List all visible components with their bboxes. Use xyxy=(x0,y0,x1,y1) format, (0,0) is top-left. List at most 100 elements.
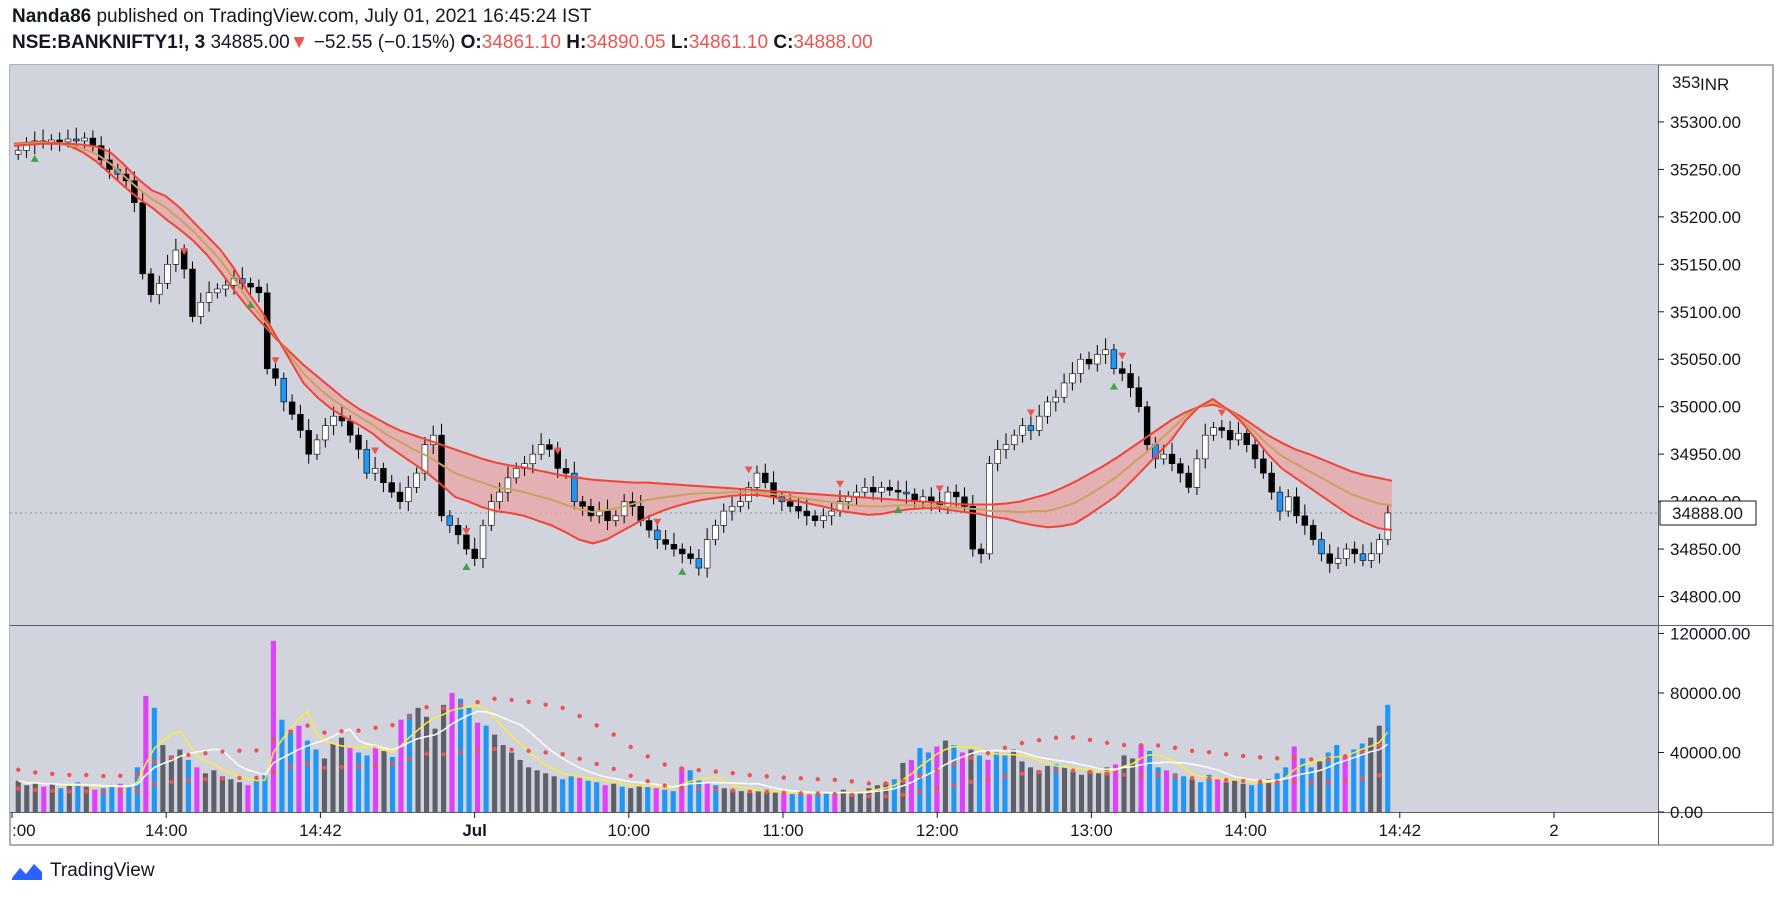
volume-upper-dot xyxy=(237,748,242,753)
volume-bar xyxy=(1291,746,1297,812)
last-price: 34885.00 xyxy=(210,32,290,53)
volume-bar xyxy=(415,707,421,812)
candle-body xyxy=(64,138,72,143)
candle-body xyxy=(1077,358,1084,374)
volume-lower-dot xyxy=(50,788,55,793)
candle-body xyxy=(878,487,885,493)
volume-lower-dot xyxy=(560,751,565,757)
volume-lower-dot xyxy=(866,793,872,799)
volume-upper-dot xyxy=(186,752,191,758)
volume-bar xyxy=(1223,782,1229,812)
volume-lower-dot xyxy=(696,786,701,791)
volume-lower-dot xyxy=(1002,774,1008,779)
candle-body xyxy=(894,489,902,493)
volume-axis-ticks[interactable]: 120000.00 80000.00 40000.00 0.00 xyxy=(1658,624,1750,822)
volume-lower-dot xyxy=(254,775,259,780)
candle-body xyxy=(496,491,503,502)
candle-body xyxy=(164,264,171,284)
volume-bar xyxy=(1385,704,1391,812)
candle-body xyxy=(463,534,470,550)
tradingview-footer[interactable]: TradingView xyxy=(10,860,155,882)
volume-lower-dot xyxy=(1019,771,1025,776)
volume-bar xyxy=(432,728,438,812)
volume-lower-dot xyxy=(934,786,940,792)
candle-body xyxy=(869,487,877,493)
candle-body xyxy=(562,468,570,474)
volume-lower-dot xyxy=(1257,779,1263,784)
candle-body xyxy=(346,420,354,436)
high-label: H: xyxy=(566,32,587,53)
volume-upper-dot xyxy=(152,759,157,764)
volume-bar xyxy=(466,707,472,812)
candle-body xyxy=(1260,458,1267,474)
volume-upper-dot xyxy=(1121,742,1127,748)
symbol-label: NSE:BANKNIFTY1!, 3 xyxy=(12,32,206,53)
volume-upper-dot xyxy=(951,761,957,766)
volume-bar xyxy=(1317,761,1323,812)
volume-bar xyxy=(534,770,540,812)
volume-lower-dot xyxy=(679,785,684,791)
volume-lower-dot xyxy=(1206,776,1212,781)
candle-body xyxy=(1243,432,1250,445)
price-axis-ticks[interactable]: 35300.00 35250.00 35200.00 35150.00 35100.00… xyxy=(1658,113,1741,607)
volume-lower-dot xyxy=(84,789,89,794)
volume-bar xyxy=(1078,774,1085,812)
volume-upper-dot xyxy=(764,774,769,779)
volume-bar xyxy=(908,759,914,812)
volume-bar xyxy=(815,791,821,812)
volume-bar xyxy=(1266,779,1272,812)
author-name[interactable]: Nanda86 xyxy=(12,6,92,27)
candle-body xyxy=(1143,406,1151,445)
candle-body xyxy=(396,491,404,502)
volume-upper-dot xyxy=(968,755,974,761)
volume-bar xyxy=(177,749,183,812)
candle-body xyxy=(313,439,321,455)
volume-bar xyxy=(475,722,481,812)
volume-lower-dot xyxy=(1070,768,1076,773)
candle-body xyxy=(529,453,537,464)
volume-bar xyxy=(1147,750,1153,812)
volume-lower-dot xyxy=(390,761,395,766)
volume-bar xyxy=(1189,779,1195,812)
volume-bar xyxy=(1044,765,1051,812)
candle-body xyxy=(1027,425,1035,431)
volume-lower-dot xyxy=(645,778,650,784)
volume-upper-dot xyxy=(696,767,701,773)
chart-canvas[interactable]: 35300.00 35250.00 35200.00 35150.00 35100.00… xyxy=(0,0,1783,860)
volume-upper-dot xyxy=(713,769,718,774)
volume-bar xyxy=(1249,785,1255,812)
volume-lower-dot xyxy=(271,769,276,774)
volume-bar xyxy=(636,785,642,812)
sell-marker-icon xyxy=(935,485,944,493)
price-tick-label: 34950.00 xyxy=(1670,445,1741,464)
candle-body xyxy=(662,539,669,545)
volume-bar xyxy=(66,785,72,812)
volume-bar xyxy=(1172,773,1178,812)
time-tick-label: 14:00 xyxy=(1224,821,1267,840)
volume-lower-dot xyxy=(628,773,633,779)
volume-bar xyxy=(806,794,812,812)
volume-upper-dot xyxy=(1377,743,1382,748)
volume-bar xyxy=(730,789,736,812)
volume-lower-dot xyxy=(883,793,889,799)
volume-bar xyxy=(1095,773,1102,812)
volume-upper-dot xyxy=(883,781,889,786)
price-pane[interactable] xyxy=(10,65,1658,625)
candle-body xyxy=(1035,415,1043,431)
volume-tick-label: 40000.00 xyxy=(1670,743,1741,762)
candle-body xyxy=(1351,548,1358,555)
tradingview-logo-icon xyxy=(12,864,42,880)
candle-body xyxy=(712,525,719,540)
volume-bar xyxy=(738,791,744,812)
volume-bar xyxy=(1112,764,1119,812)
volume-bar xyxy=(857,792,863,812)
low-label: L: xyxy=(670,32,689,53)
candle-body xyxy=(1251,444,1259,460)
candle-body xyxy=(413,472,420,488)
price-tick-label: 35000.00 xyxy=(1670,398,1741,417)
volume-bar xyxy=(423,716,430,812)
candle-body xyxy=(222,284,229,290)
time-axis-ticks[interactable]: :00 14:00 14:42 Jul 10:00 11:00 12:00 13:00 14:0… xyxy=(11,812,1559,840)
price-tick-label: 34850.00 xyxy=(1670,540,1741,559)
volume-bar xyxy=(985,759,991,812)
